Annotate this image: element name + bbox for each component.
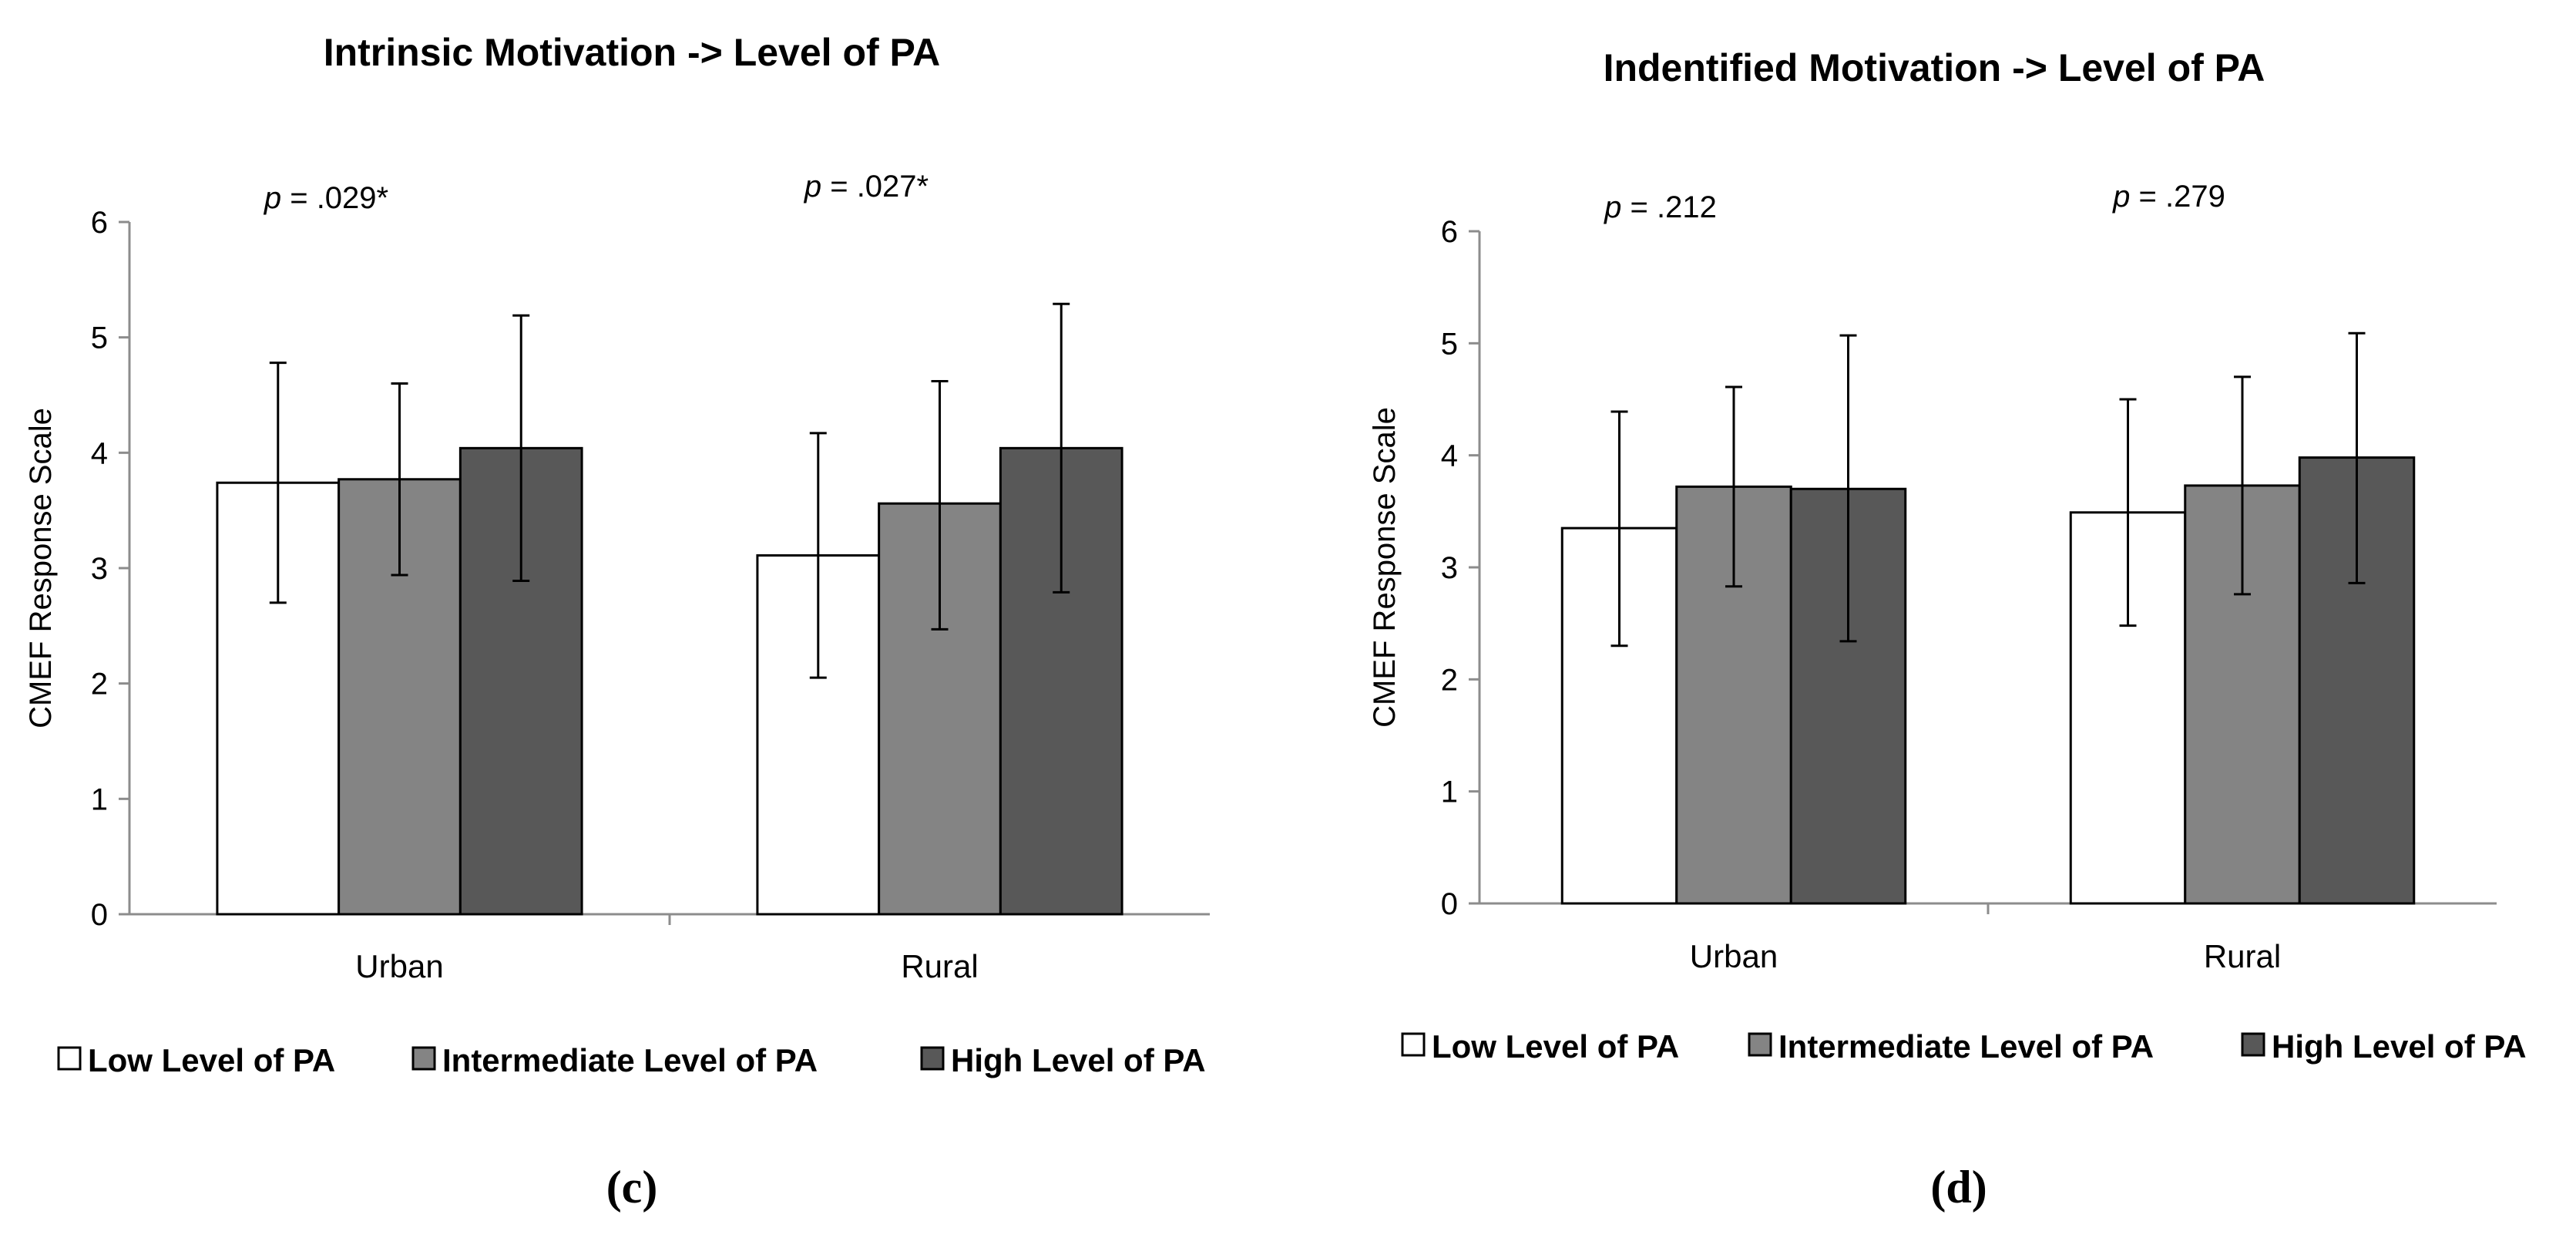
p-value-text: = .279 — [2130, 180, 2225, 214]
y-tick-label: 4 — [91, 436, 108, 470]
p-value-annotation: p = .027* — [804, 170, 929, 204]
legend-label: High Level of PA — [951, 1042, 1206, 1078]
p-value-annotation: p = .029* — [264, 181, 388, 215]
y-tick-label: 6 — [1441, 215, 1458, 249]
y-axis-label: CMEF Response Scale — [1368, 407, 1402, 728]
y-tick-label: 1 — [1441, 775, 1458, 809]
p-value-symbol: p — [804, 170, 821, 204]
panel-label: (c) — [606, 1162, 658, 1213]
p-value-symbol: p — [264, 181, 281, 215]
y-tick-label: 2 — [1441, 663, 1458, 697]
legend-swatch — [1401, 1032, 1426, 1057]
chart-title: Intrinsic Motivation -> Level of PA — [324, 31, 941, 74]
x-category-label: Rural — [901, 948, 978, 984]
chart-panel-d: Indentified Motivation -> Level of PA 0 1 2… — [1368, 46, 2527, 1213]
legend-swatch — [920, 1046, 945, 1071]
y-tick-label: 5 — [91, 321, 108, 355]
panel-label-open-paren: ( — [1930, 1162, 1946, 1213]
panel-label-open-paren: ( — [606, 1162, 622, 1213]
y-tick-label: 5 — [1441, 327, 1458, 361]
panel-label-close-paren: ) — [642, 1162, 657, 1213]
chart-panel-c: Intrinsic Motivation -> Level of PA 0 1 2 3 4… — [24, 31, 1210, 1213]
x-category-label: Urban — [1690, 938, 1778, 974]
x-category-label: Urban — [355, 948, 443, 984]
y-tick-label: 3 — [91, 552, 108, 586]
panel-label-close-paren: ) — [1972, 1162, 1987, 1213]
p-value-annotation: p = .212 — [1604, 190, 1717, 224]
x-category-label: Rural — [2204, 938, 2281, 974]
panel-label-letter: d — [1946, 1162, 1971, 1213]
legend-label: Intermediate Level of PA — [1778, 1028, 2154, 1065]
legend: Low Level of PA Intermediate Level of PA H… — [57, 1042, 1206, 1078]
y-tick-label: 4 — [1441, 439, 1458, 473]
legend-swatch — [57, 1046, 82, 1071]
p-value-text: = .027* — [821, 170, 929, 204]
legend-swatch — [2241, 1032, 2265, 1057]
legend-label: Intermediate Level of PA — [442, 1042, 818, 1078]
p-value-symbol: p — [1604, 190, 1621, 224]
p-value-symbol: p — [2112, 180, 2130, 214]
y-tick-label: 3 — [1441, 551, 1458, 585]
y-tick-label: 6 — [91, 206, 108, 240]
p-value-annotation: p = .279 — [2112, 180, 2225, 214]
y-tick-label: 0 — [1441, 887, 1458, 921]
legend-label: High Level of PA — [2272, 1028, 2527, 1065]
p-value-text: = .212 — [1621, 190, 1716, 224]
p-value-text: = .029* — [281, 181, 388, 215]
panel-label-letter: c — [622, 1162, 643, 1213]
legend-label: Low Level of PA — [88, 1042, 335, 1078]
y-tick-label: 1 — [91, 782, 108, 816]
legend-label: Low Level of PA — [1432, 1028, 1679, 1065]
y-tick-label: 2 — [91, 668, 108, 701]
panel-label: (d) — [1930, 1162, 1987, 1213]
legend: Low Level of PA Intermediate Level of PA H… — [1401, 1028, 2527, 1065]
legend-swatch — [411, 1046, 436, 1071]
y-tick-label: 0 — [91, 898, 108, 932]
chart-title: Indentified Motivation -> Level of PA — [1604, 46, 2265, 89]
legend-swatch — [1748, 1032, 1772, 1057]
y-axis-label: CMEF Response Scale — [24, 408, 58, 728]
